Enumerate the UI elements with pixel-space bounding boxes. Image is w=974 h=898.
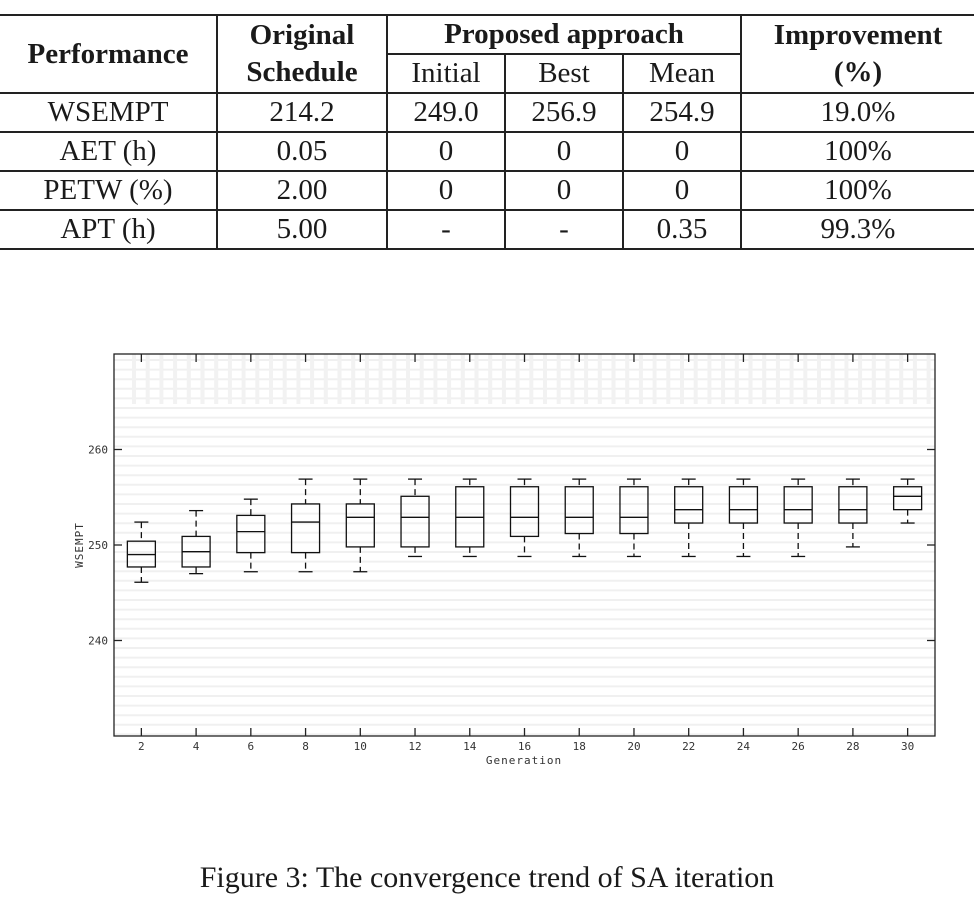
results-table: Performance Original Schedule Proposed a… [0,14,974,250]
box-item [181,509,211,575]
x-tick-label: 28 [846,740,859,753]
box-iqr [509,486,540,538]
cell-initial: - [386,209,506,250]
box-iqr [400,495,430,548]
table-row: AET (h) 0.05 0 0 0 100% [0,131,974,172]
cell-improvement: 100% [740,170,974,211]
header-performance: Performance [0,14,218,94]
box-iqr [728,486,759,524]
cell-original: 2.00 [216,170,388,211]
table-row: WSEMPT 214.2 249.0 256.9 254.9 19.0% [0,92,974,133]
box-item [509,478,540,558]
cell-best: 0 [504,131,624,172]
y-tick-label: 260 [88,444,108,457]
x-tick-label: 24 [737,740,751,753]
cell-metric: AET (h) [0,131,218,172]
header-original-schedule-label: Original Schedule [246,19,358,88]
cell-mean: 0 [622,170,742,211]
figure-caption: Figure 3: The convergence trend of SA it… [199,861,775,894]
cell-mean: 254.9 [622,92,742,133]
box-item [126,521,157,583]
x-tick-label: 20 [627,740,640,753]
cell-best: - [504,209,624,250]
header-proposed-approach: Proposed approach [386,14,742,55]
box-iqr [345,503,375,548]
box-item [674,478,704,558]
x-tick-label: 22 [682,740,695,753]
x-axis-label: Generation [486,754,562,767]
box-item [236,498,266,573]
cell-metric: WSEMPT [0,92,218,133]
table-row: PETW (%) 2.00 0 0 0 100% [0,170,974,211]
box-iqr [564,486,594,535]
x-tick-label: 18 [573,740,586,753]
boxplot-series [126,478,923,583]
x-tick-label: 10 [354,740,367,753]
cell-improvement: 100% [740,131,974,172]
box-iqr [674,486,704,524]
box-iqr [236,514,266,554]
box-iqr [783,486,813,524]
box-item [892,478,923,524]
x-tick-label: 14 [463,740,477,753]
cell-original: 214.2 [216,92,388,133]
box-item [455,478,485,558]
header-mean: Mean [622,53,741,94]
box-item [619,478,649,558]
x-tick-label: 16 [518,740,531,753]
x-tick-label: 8 [302,740,309,753]
box-item [564,478,594,558]
box-iqr [290,503,321,554]
header-original-schedule: Original Schedule [216,14,388,94]
header-initial: Initial [387,53,506,94]
header-best: Best [504,53,624,94]
header-improvement: Improvement (%) [740,14,974,94]
cell-initial: 0 [386,131,506,172]
x-tick-label: 12 [408,740,421,753]
x-tick-label: 26 [792,740,805,753]
cell-improvement: 19.0% [740,92,974,133]
box-item [783,478,813,558]
cell-mean: 0 [622,131,742,172]
cell-original: 5.00 [216,209,388,250]
box-iqr [892,486,923,511]
cell-best: 256.9 [504,92,624,133]
table-row: APT (h) 5.00 - - 0.35 99.3% [0,209,974,250]
box-item [345,478,375,573]
x-tick-label: 2 [138,740,145,753]
box-item [400,478,430,558]
cell-mean: 0.35 [622,209,742,250]
box-item [838,478,868,548]
x-tick-label: 30 [901,740,914,753]
cell-metric: PETW (%) [0,170,218,211]
header-improvement-label: Improvement (%) [773,19,943,88]
box-iqr [838,486,868,524]
box-item [728,478,759,558]
cell-initial: 0 [386,170,506,211]
box-item [290,478,321,573]
cell-best: 0 [504,170,624,211]
x-tick-label: 4 [193,740,200,753]
x-tick-label: 6 [248,740,255,753]
cell-improvement: 99.3% [740,209,974,250]
cell-original: 0.05 [216,131,388,172]
cell-metric: APT (h) [0,209,218,250]
y-axis-label: WSEMPT [73,522,86,568]
box-iqr [619,486,649,535]
y-tick-label: 240 [88,635,108,648]
y-tick-label: 250 [88,539,108,552]
cell-initial: 249.0 [386,92,506,133]
